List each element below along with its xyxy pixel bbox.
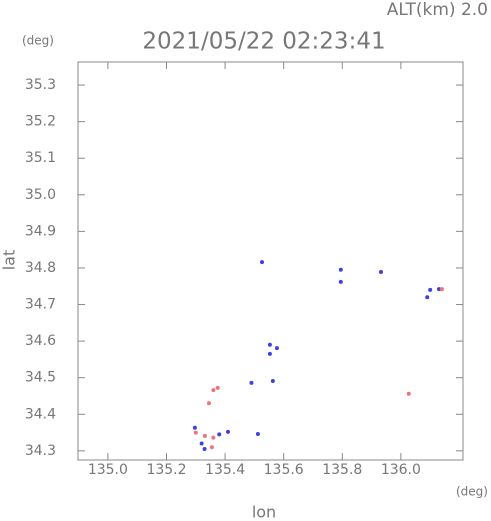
y-tick-label: 34.9 [25, 223, 56, 239]
x-tick-label: 136.0 [381, 462, 421, 478]
data-point [215, 385, 220, 390]
data-point [217, 432, 222, 437]
y-tick-label: 34.8 [25, 260, 56, 276]
data-point [436, 287, 441, 292]
data-point [338, 267, 343, 272]
y-axis-label: lat [0, 250, 19, 271]
y-tick-label: 34.7 [25, 297, 56, 313]
data-point [274, 346, 279, 351]
data-point [202, 447, 207, 452]
data-point [211, 388, 216, 393]
y-unit: (deg) [22, 34, 54, 48]
y-tick-label: 35.1 [25, 150, 56, 166]
plot-frame [77, 61, 464, 461]
data-point [249, 380, 254, 385]
data-point [270, 378, 275, 383]
x-tick-label: 135.6 [264, 462, 304, 478]
y-tick-label: 35.3 [25, 77, 56, 93]
x-tick-label: 135.0 [88, 462, 128, 478]
chart-title: 2021/05/22 02:23:41 [142, 29, 385, 55]
x-tick-label: 135.4 [205, 462, 245, 478]
data-point [199, 441, 204, 446]
data-point [206, 401, 211, 406]
data-point [260, 260, 265, 265]
data-point [406, 391, 411, 396]
data-point [193, 430, 198, 435]
data-point [338, 279, 343, 284]
y-tick-label: 35.2 [25, 114, 56, 130]
y-tick-label: 34.3 [25, 443, 56, 459]
data-point [439, 287, 444, 292]
x-axis-label: lon [252, 503, 276, 521]
data-point [211, 435, 216, 440]
data-point [428, 287, 433, 292]
x-unit: (deg) [456, 485, 488, 499]
data-point [209, 445, 214, 450]
data-point [267, 342, 272, 347]
data-point [255, 432, 260, 437]
data-point [425, 295, 430, 300]
x-tick-label: 135.2 [146, 462, 186, 478]
y-tick-label: 34.6 [25, 333, 56, 349]
data-point [378, 269, 383, 274]
y-tick-label: 35.0 [25, 187, 56, 203]
chart-subtitle: ALT(km) 2.0 [387, 0, 488, 20]
data-point [202, 433, 207, 438]
data-point [192, 425, 197, 430]
y-tick-label: 34.4 [25, 406, 56, 422]
y-tick-label: 34.5 [25, 370, 56, 386]
data-point [226, 429, 231, 434]
data-point [267, 351, 272, 356]
x-tick-label: 135.8 [322, 462, 362, 478]
